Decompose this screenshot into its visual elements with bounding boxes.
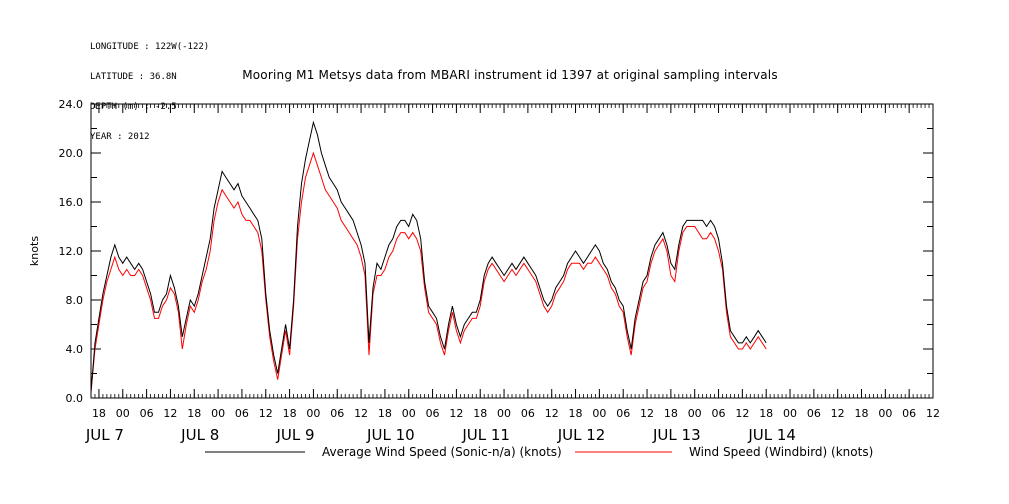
latitude-label: LATITUDE : 36.8N: [90, 72, 177, 82]
x-hour-label: 00: [688, 407, 702, 420]
plot-frame: [90, 103, 934, 399]
x-hour-label: 18: [378, 407, 392, 420]
x-hour-label: 12: [449, 407, 463, 420]
x-day-label: JUL 7: [85, 426, 124, 444]
series-line-sonic: [90, 120, 767, 392]
y-tick-label: 24.0: [59, 98, 84, 111]
year-label: YEAR : 2012: [90, 132, 150, 142]
x-hour-label: 00: [306, 407, 320, 420]
x-day-label: JUL 9: [276, 426, 315, 444]
x-hour-label: 18: [664, 407, 678, 420]
x-hour-label: 00: [497, 407, 511, 420]
x-hour-label: 12: [640, 407, 654, 420]
y-tick-label: 4.0: [66, 343, 84, 356]
x-hour-label: 18: [283, 407, 297, 420]
x-hour-label: 06: [521, 407, 535, 420]
x-hour-label: 00: [211, 407, 225, 420]
x-hour-label: 12: [545, 407, 559, 420]
x-hour-label: 18: [187, 407, 201, 420]
legend-label-sonic: Average Wind Speed (Sonic-n/a) (knots): [322, 445, 562, 459]
x-hour-label: 18: [855, 407, 869, 420]
x-hour-label: 06: [902, 407, 916, 420]
x-day-label: JUL 13: [652, 426, 701, 444]
chart-title: Mooring M1 Metsys data from MBARI instru…: [242, 68, 778, 82]
x-hour-label: 12: [259, 407, 273, 420]
x-day-label: JUL 8: [180, 426, 219, 444]
x-hour-label: 06: [235, 407, 249, 420]
legend-label-windbird: Wind Speed (Windbird) (knots): [689, 445, 873, 459]
x-hour-label: 12: [926, 407, 940, 420]
x-hour-label: 06: [712, 407, 726, 420]
x-hour-label: 00: [783, 407, 797, 420]
x-hour-label: 18: [473, 407, 487, 420]
x-hour-label: 12: [163, 407, 177, 420]
x-day-label: JUL 14: [747, 426, 796, 444]
x-hour-label: 06: [140, 407, 154, 420]
y-tick-label: 8.0: [66, 294, 84, 307]
x-hour-label: 06: [616, 407, 630, 420]
x-hour-label: 12: [831, 407, 845, 420]
x-hour-label: 00: [592, 407, 606, 420]
x-hour-label: 18: [92, 407, 106, 420]
x-hour-label: 00: [402, 407, 416, 420]
x-hour-label: 06: [330, 407, 344, 420]
series-line-windbird: [90, 151, 767, 392]
y-tick-label: 16.0: [59, 196, 84, 209]
x-hour-label: 00: [116, 407, 130, 420]
x-hour-label: 18: [569, 407, 583, 420]
x-day-label: JUL 11: [461, 426, 510, 444]
y-tick-label: 12.0: [59, 245, 84, 258]
y-axis-label: knots: [28, 236, 41, 266]
x-day-label: JUL 12: [557, 426, 606, 444]
x-hour-label: 18: [759, 407, 773, 420]
x-hour-label: 12: [735, 407, 749, 420]
x-hour-label: 06: [426, 407, 440, 420]
longitude-label: LONGITUDE : 122W(-122): [90, 42, 210, 52]
x-day-label: JUL 10: [366, 426, 415, 444]
x-hour-label: 12: [354, 407, 368, 420]
y-tick-label: 0.0: [66, 392, 84, 405]
x-hour-label: 00: [878, 407, 892, 420]
x-hour-label: 06: [807, 407, 821, 420]
y-tick-label: 20.0: [59, 147, 84, 160]
